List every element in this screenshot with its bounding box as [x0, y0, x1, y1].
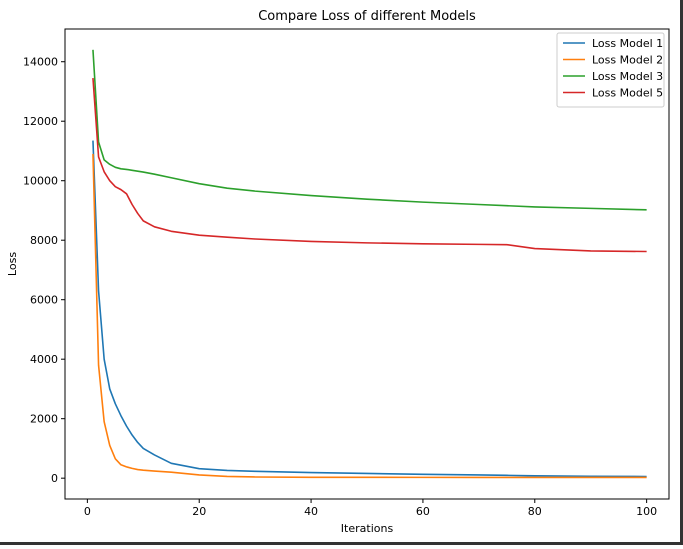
- legend-label: Loss Model 5: [592, 87, 663, 100]
- series-line-loss-model-1: [92, 140, 647, 478]
- series-line-loss-model-3: [92, 49, 647, 211]
- axis-ticks: 0 20 40 60 80 100 0 2000 4000 6000 8000 10000 12000 1…: [23, 56, 657, 518]
- legend-label: Loss Model 3: [592, 70, 663, 83]
- x-tick-label: 20: [192, 505, 206, 518]
- x-tick-label: 40: [304, 505, 318, 518]
- y-tick-label: 14000: [23, 56, 58, 69]
- chart-title: Compare Loss of different Models: [258, 9, 476, 24]
- plot-frame: [64, 28, 670, 500]
- x-axis-label: Iterations: [341, 522, 394, 535]
- legend-label: Loss Model 1: [592, 37, 663, 50]
- y-tick-label: 4000: [30, 353, 58, 366]
- y-tick-label: 2000: [30, 413, 58, 426]
- legend-box: [556, 32, 665, 108]
- x-tick-label: 100: [636, 505, 657, 518]
- y-axis-label: Loss: [6, 252, 19, 276]
- x-tick-label: 0: [84, 505, 91, 518]
- series-line-loss-model-5: [92, 78, 647, 253]
- y-tick-label: 12000: [23, 115, 58, 128]
- y-tick-label: 0: [51, 472, 58, 485]
- y-tick-label: 10000: [23, 175, 58, 188]
- legend: Loss Model 1 Loss Model 2 Loss Model 3 Loss…: [556, 32, 665, 108]
- series-line-loss-model-2: [92, 153, 647, 479]
- x-tick-label: 80: [528, 505, 542, 518]
- y-tick-label: 8000: [30, 234, 58, 247]
- legend-label: Loss Model 2: [592, 54, 663, 67]
- x-tick-label: 60: [416, 505, 430, 518]
- y-tick-label: 6000: [30, 294, 58, 307]
- series-lines: [92, 49, 647, 479]
